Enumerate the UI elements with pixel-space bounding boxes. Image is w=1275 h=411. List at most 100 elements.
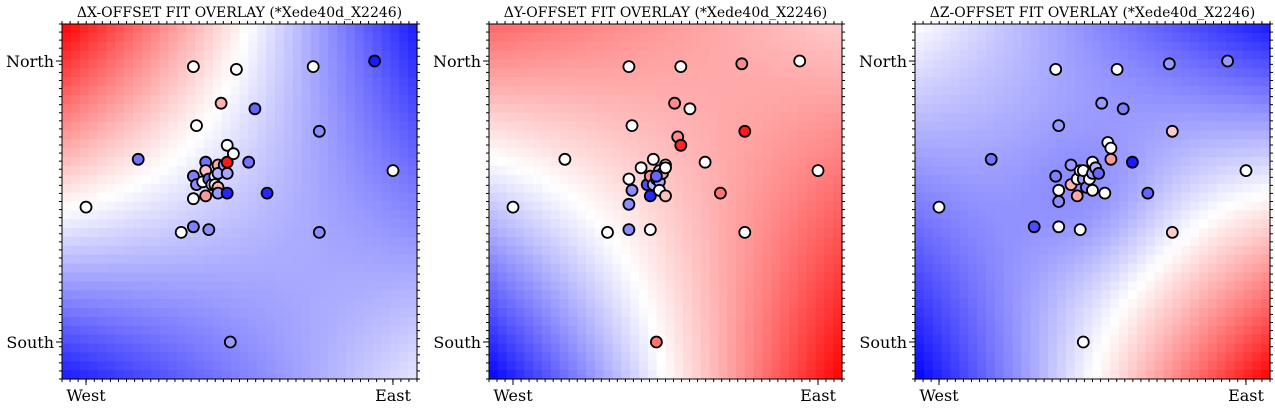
surface-cell	[1030, 157, 1040, 167]
surface-cell	[541, 183, 552, 194]
surface-cell	[771, 316, 781, 327]
surface-cell	[88, 130, 99, 140]
surface-cell	[559, 361, 570, 371]
surface-cell	[301, 201, 312, 211]
surface-cell	[1003, 112, 1014, 123]
surface-cell	[771, 281, 781, 291]
surface-cell	[363, 334, 374, 345]
surface-cell	[346, 228, 356, 238]
surface-cell	[168, 130, 178, 140]
surface-cell	[310, 237, 320, 247]
surface-cell	[506, 41, 517, 52]
surface-cell	[797, 86, 808, 96]
surface-cell	[541, 254, 552, 265]
surface-cell	[354, 139, 365, 149]
surface-cell	[647, 308, 658, 318]
surface-cell	[700, 148, 711, 158]
surface-cell	[115, 95, 125, 105]
surface-cell	[833, 24, 843, 34]
surface-cell	[594, 254, 605, 265]
surface-cell	[923, 334, 934, 345]
surface-cell	[594, 95, 605, 105]
surface-cell	[133, 245, 143, 256]
surface-cell	[310, 139, 320, 149]
surface-cell	[656, 95, 667, 105]
surface-cell	[709, 59, 720, 69]
surface-cell	[941, 32, 952, 43]
surface-cell	[239, 166, 249, 176]
surface-cell	[797, 316, 808, 327]
surface-cell	[941, 361, 952, 371]
surface-cell	[257, 174, 267, 185]
surface-cell	[959, 281, 969, 291]
surface-cell	[923, 263, 934, 274]
surface-cell	[408, 183, 418, 194]
surface-cell	[1190, 201, 1200, 211]
surface-cell	[977, 183, 987, 194]
surface-cell	[815, 352, 825, 362]
surface-cell	[88, 41, 99, 52]
surface-cell	[1101, 245, 1111, 256]
surface-cell	[1190, 59, 1200, 69]
surface-cell	[718, 254, 728, 265]
surface-cell	[1110, 228, 1120, 238]
surface-cell	[1039, 86, 1049, 96]
surface-cell	[977, 210, 987, 220]
surface-cell	[923, 112, 934, 123]
surface-cell	[168, 210, 178, 220]
surface-cell	[248, 343, 258, 353]
surface-cell	[283, 157, 294, 167]
surface-cell	[1101, 112, 1111, 123]
surface-cell	[159, 325, 170, 336]
surface-cell	[1163, 245, 1173, 256]
surface-cell	[771, 290, 781, 300]
surface-cell	[780, 183, 790, 194]
surface-cell	[230, 121, 241, 132]
surface-cell	[328, 112, 338, 123]
surface-cell	[950, 281, 960, 291]
surface-cell	[1110, 183, 1120, 194]
surface-cell	[319, 112, 329, 123]
surface-cell	[833, 263, 843, 274]
surface-cell	[815, 290, 825, 300]
surface-cell	[797, 254, 808, 265]
surface-cell	[408, 166, 418, 176]
surface-cell	[744, 41, 755, 52]
surface-cell	[1021, 219, 1031, 229]
surface-cell	[1136, 237, 1147, 247]
surface-cell	[106, 281, 116, 291]
surface-cell	[70, 166, 81, 176]
surface-cell	[204, 290, 214, 300]
surface-cell	[550, 219, 561, 229]
surface-cell	[1110, 316, 1120, 327]
surface-cell	[1083, 130, 1094, 140]
surface-cell	[186, 139, 196, 149]
surface-cell	[133, 95, 143, 105]
surface-cell	[337, 50, 347, 61]
surface-cell	[1065, 86, 1076, 96]
surface-cell	[328, 121, 338, 132]
surface-cell	[292, 86, 303, 96]
surface-cell	[115, 24, 125, 34]
surface-cell	[1199, 139, 1209, 149]
surface-cell	[328, 281, 338, 291]
surface-cell	[1083, 59, 1094, 69]
surface-cell	[559, 86, 570, 96]
surface-cell	[780, 334, 790, 345]
surface-cell	[1172, 263, 1182, 274]
surface-cell	[1101, 290, 1111, 300]
surface-cell	[141, 24, 152, 34]
surface-cell	[806, 210, 817, 220]
surface-cell	[789, 59, 799, 69]
surface-cell	[79, 263, 90, 274]
surface-cell	[1083, 24, 1094, 34]
surface-cell	[736, 316, 746, 327]
surface-cell	[372, 139, 383, 149]
surface-cell	[221, 59, 232, 69]
surface-cell	[301, 174, 312, 185]
surface-cell	[977, 77, 987, 87]
surface-cell	[497, 166, 508, 176]
surface-cell	[1065, 68, 1076, 78]
surface-cell	[79, 210, 90, 220]
surface-cell	[639, 352, 649, 362]
